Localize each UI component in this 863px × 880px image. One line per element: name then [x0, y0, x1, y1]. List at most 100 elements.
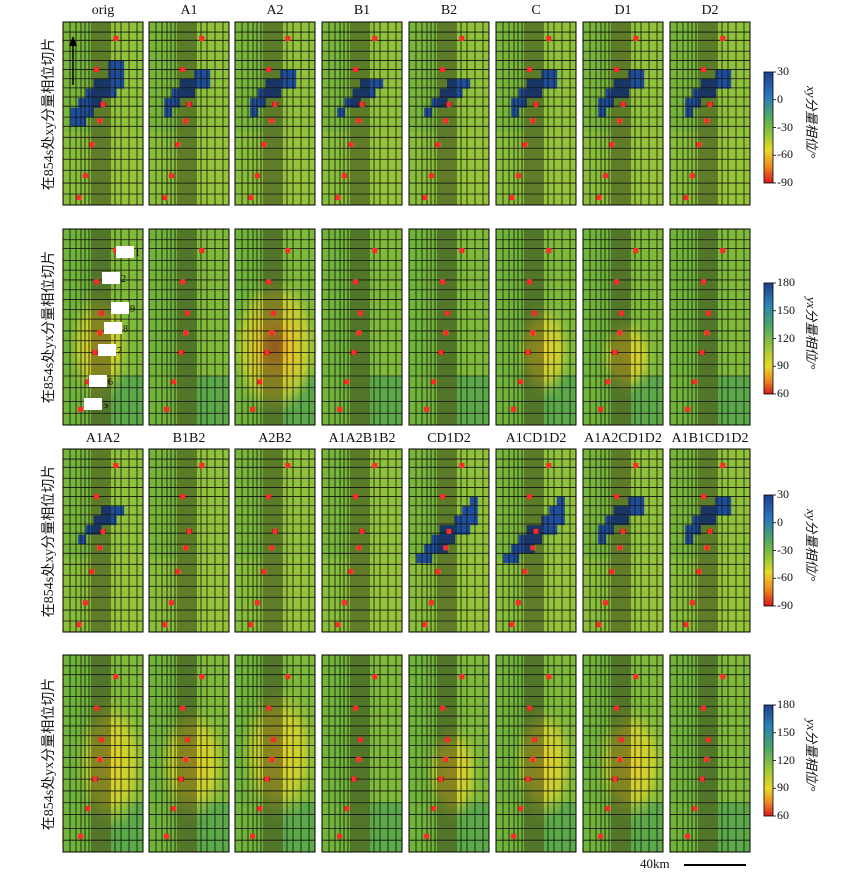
- phase-cell: [692, 98, 701, 108]
- station-marker: [707, 101, 713, 107]
- phase-cell: [250, 107, 259, 118]
- phase-cell: [613, 506, 622, 516]
- phase-cell: [503, 553, 512, 564]
- station-marker: [100, 528, 106, 534]
- station-marker: [269, 545, 275, 551]
- station-marker: [617, 118, 623, 124]
- map-panel: [148, 228, 230, 426]
- phase-cell: [116, 60, 125, 70]
- station-marker: [424, 833, 430, 839]
- station-marker: [617, 545, 623, 551]
- map-panel: [234, 21, 316, 206]
- station-marker: [257, 806, 263, 812]
- phase-cell: [78, 117, 87, 127]
- station-marker: [76, 195, 82, 201]
- phase-cell: [598, 98, 607, 108]
- station-marker: [440, 67, 446, 73]
- station-marker: [180, 705, 186, 711]
- phase-cell: [549, 79, 558, 89]
- phase-cell: [708, 79, 716, 89]
- column-title: A1CD1D2: [505, 431, 567, 446]
- map-panel: [62, 654, 147, 853]
- phase-cell: [454, 79, 463, 89]
- phase-cell: [108, 88, 117, 99]
- station-marker: [337, 833, 343, 839]
- phase-cell: [93, 98, 102, 108]
- map-panel: [408, 21, 490, 206]
- svg-text:9: 9: [130, 304, 135, 315]
- station-marker: [162, 622, 168, 628]
- station-label: 8: [104, 322, 128, 335]
- map-panel: [321, 21, 403, 206]
- station-marker: [530, 545, 536, 551]
- phase-cell: [628, 79, 637, 89]
- station-marker: [264, 776, 270, 782]
- row-title: 在854s处xy分量相位切片: [42, 464, 57, 617]
- svg-text:7: 7: [117, 346, 122, 357]
- station-marker: [266, 67, 272, 73]
- phase-cell: [549, 506, 558, 516]
- station-marker: [89, 569, 95, 575]
- map-panel: [321, 228, 403, 426]
- phase-cell: [431, 98, 440, 108]
- phase-cell: [541, 69, 550, 80]
- station-marker: [285, 35, 291, 41]
- phase-cell: [202, 79, 211, 89]
- station-marker: [431, 806, 437, 812]
- phase-cell: [723, 506, 732, 516]
- station-marker: [184, 310, 190, 316]
- phase-cell: [628, 506, 637, 516]
- station-marker: [164, 833, 170, 839]
- scale-bar: [684, 864, 746, 866]
- station-marker: [518, 379, 524, 385]
- station-marker: [250, 833, 256, 839]
- station-marker: [518, 806, 524, 812]
- map-panel: [495, 654, 577, 853]
- station-marker: [612, 349, 618, 355]
- colorbar-tick: -90: [777, 598, 793, 612]
- station-marker: [531, 310, 537, 316]
- phase-cell: [116, 506, 125, 516]
- phase-cell: [692, 525, 701, 535]
- map-panel: [669, 228, 751, 426]
- station-marker: [254, 173, 260, 179]
- station-marker: [82, 600, 88, 606]
- phase-cell: [171, 88, 180, 99]
- station-marker: [598, 833, 604, 839]
- phase-cell: [621, 506, 629, 516]
- phase-cell: [164, 98, 173, 108]
- row-title: 在854s处xy分量相位切片: [42, 37, 57, 190]
- station-marker: [527, 67, 533, 73]
- station-marker: [285, 248, 291, 254]
- station-marker: [525, 349, 531, 355]
- station-marker: [335, 622, 341, 628]
- station-marker: [357, 310, 363, 316]
- station-marker: [171, 806, 177, 812]
- station-marker: [618, 310, 624, 316]
- phase-cell: [469, 506, 478, 516]
- station-marker: [459, 35, 465, 41]
- station-marker: [97, 545, 103, 551]
- column-title: D2: [701, 3, 719, 18]
- station-marker: [272, 101, 278, 107]
- station-marker: [266, 279, 272, 285]
- column-title: A1A2CD1D2: [584, 431, 662, 446]
- phase-cell: [265, 79, 274, 89]
- colorbar-tick: 180: [777, 275, 795, 289]
- station-label: 9: [111, 302, 135, 315]
- phase-cell: [715, 79, 724, 89]
- phase-cell: [598, 534, 607, 545]
- station-marker: [337, 406, 343, 412]
- colorbar: [763, 71, 774, 184]
- station-marker: [618, 737, 624, 743]
- phase-cell: [78, 107, 87, 118]
- phase-cell: [462, 515, 471, 526]
- map-panel: [669, 448, 751, 633]
- colorbar-tick: 30: [777, 487, 789, 501]
- station-marker: [269, 330, 275, 336]
- station-marker: [530, 118, 536, 124]
- map-panel: [408, 654, 490, 853]
- map-panel: [321, 654, 403, 853]
- station-marker: [614, 494, 620, 500]
